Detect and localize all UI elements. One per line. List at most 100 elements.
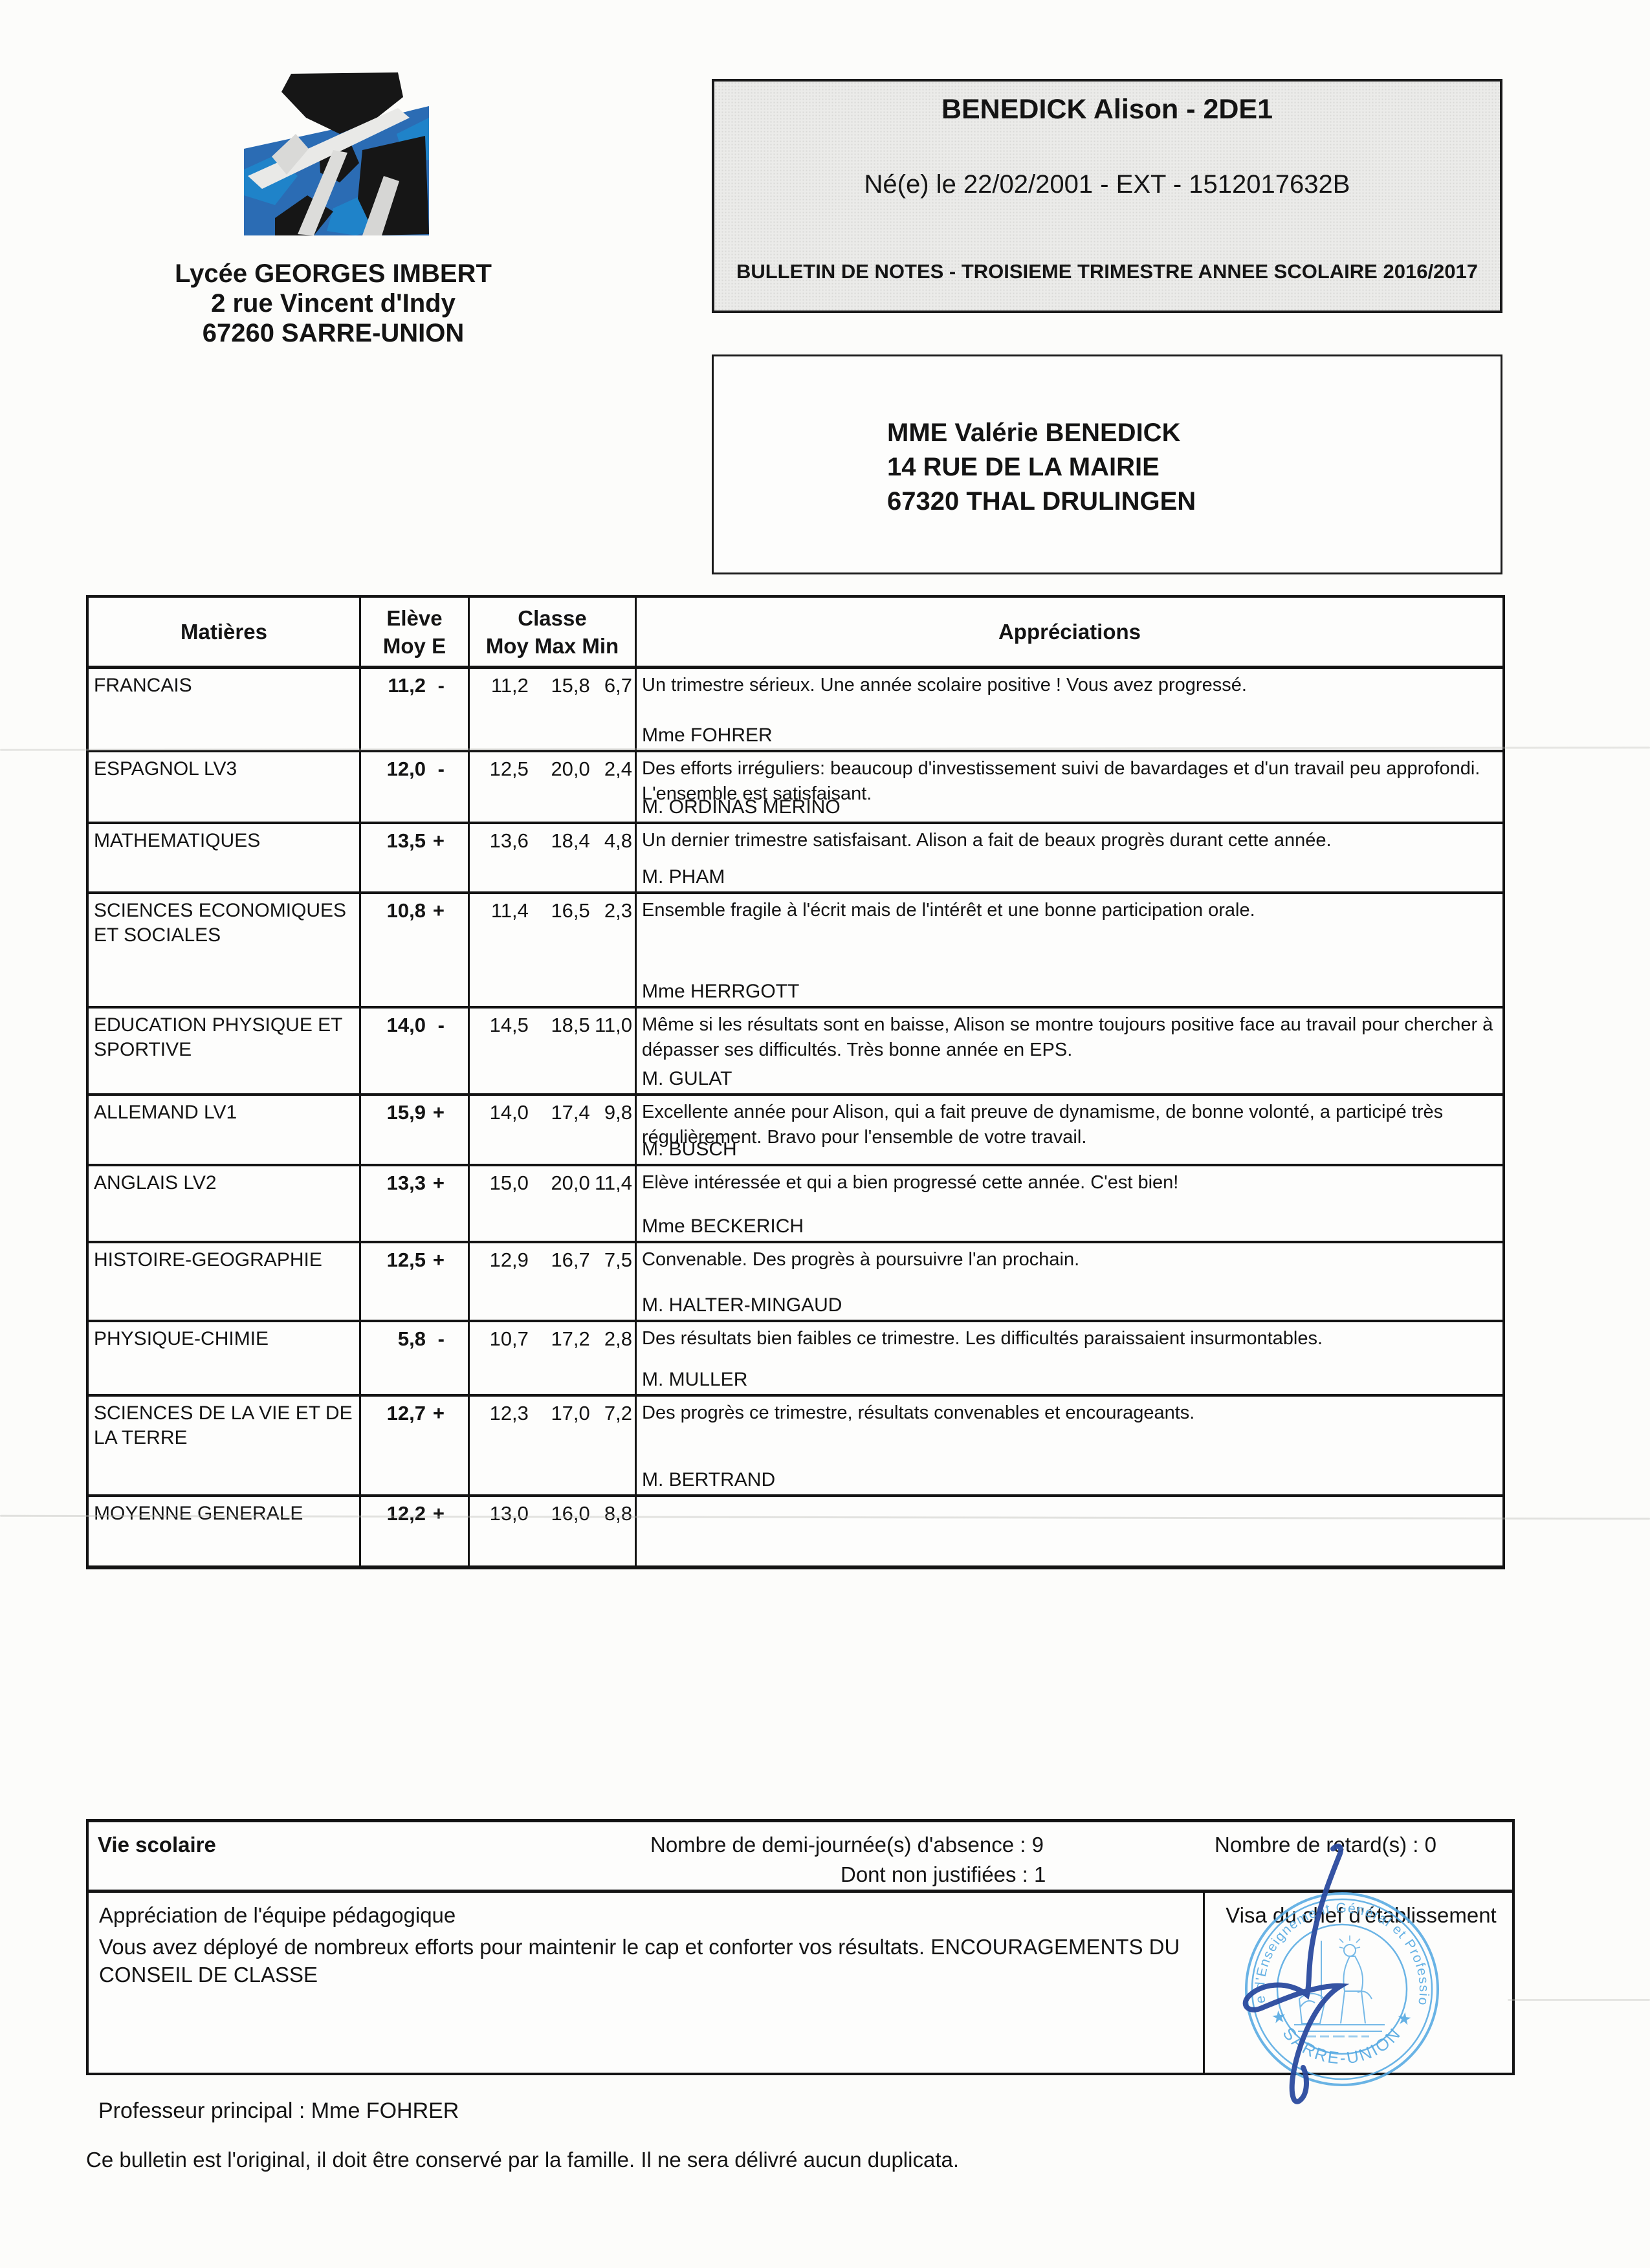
- subject-row: FRANCAIS 11,2 - 11,2 15,8 6,7 Un trimest…: [89, 669, 1502, 750]
- teacher-name: M. GULAT: [642, 1068, 732, 1089]
- subject-row: MATHEMATIQUES 13,5 + 13,6 18,4 4,8 Un de…: [89, 822, 1502, 891]
- delays-count: Nombre de retard(s) : 0: [1215, 1833, 1436, 1857]
- appreciation-cell: Des résultats bien faibles ce trimestre.…: [637, 1322, 1502, 1394]
- student-average-value: 12,0: [386, 758, 426, 780]
- trend-sign: +: [432, 829, 445, 852]
- student-average-value: 12,5: [386, 1248, 426, 1271]
- subject-name: EDUCATION PHYSIQUE ET SPORTIVE: [89, 1009, 361, 1093]
- header-class-l2: Moy Max Min: [485, 633, 619, 658]
- header-subjects-label: Matières: [181, 620, 267, 644]
- student-average-cell: 10,8 +: [361, 894, 470, 1006]
- subject-name: SCIENCES DE LA VIE ET DE LA TERRE: [89, 1397, 361, 1494]
- appreciation-text: Un trimestre sérieux. Une année scolaire…: [642, 675, 1247, 695]
- header-student-l2: Moy E: [382, 633, 446, 658]
- header-class-l1: Classe: [518, 605, 587, 630]
- class-average: 10,7: [489, 1327, 529, 1350]
- student-average-cell: 13,3 +: [361, 1166, 470, 1241]
- recipient-address-box: MME Valérie BENEDICK 14 RUE DE LA MAIRIE…: [712, 354, 1502, 574]
- header-appreciations-label: Appréciations: [998, 620, 1141, 644]
- visa-label: Visa du chef d'établissement: [1226, 1903, 1497, 1927]
- class-average: 13,6: [489, 829, 529, 852]
- school-logo: [236, 72, 430, 252]
- trend-sign: -: [437, 1327, 445, 1350]
- class-min: 6,7: [604, 674, 632, 697]
- class-min: 9,8: [604, 1101, 632, 1124]
- class-min: 8,8: [604, 1502, 632, 1525]
- subject-row: ANGLAIS LV2 13,3 + 15,0 20,0 11,4 Elève …: [89, 1164, 1502, 1241]
- student-name-class: BENEDICK Alison - 2DE1: [941, 94, 1273, 125]
- class-min: 2,4: [604, 758, 632, 780]
- recipient-city: 67320 THAL DRULINGEN: [887, 487, 1196, 516]
- vie-scolaire-title: Vie scolaire: [98, 1833, 216, 1857]
- trend-sign: +: [432, 1248, 445, 1271]
- school-address-block: Lycée GEORGES IMBERT 2 rue Vincent d'Ind…: [107, 259, 560, 348]
- appreciation-text: Elève intéressée et qui a bien progressé…: [642, 1172, 1179, 1193]
- student-average-value: 12,7: [386, 1402, 426, 1424]
- student-average-cell: 12,0 -: [361, 752, 470, 822]
- principal-signature: [1242, 1843, 1350, 2104]
- class-average: 14,0: [489, 1101, 529, 1124]
- appreciation-text: Convenable. Des progrès à poursuivre l'a…: [642, 1249, 1080, 1270]
- class-average: 11,2: [490, 674, 529, 697]
- class-min: 4,8: [604, 829, 632, 852]
- bulletin-title: BULLETIN DE NOTES - TROISIEME TRIMESTRE …: [736, 260, 1479, 283]
- subject-name: MOYENNE GENERALE: [89, 1497, 361, 1565]
- class-stats-cell: 13,0 16,0 8,8: [470, 1497, 637, 1565]
- class-stats-cell: 11,4 16,5 2,3: [470, 894, 637, 1006]
- student-average-value: 11,2: [388, 674, 426, 697]
- class-average: 11,4: [490, 899, 529, 922]
- subject-row: SCIENCES DE LA VIE ET DE LA TERRE 12,7 +…: [89, 1394, 1502, 1494]
- appreciation-text: [637, 1497, 1502, 1501]
- class-max: 17,4: [551, 1101, 590, 1124]
- subject-name: FRANCAIS: [89, 669, 361, 750]
- appreciation-text: Un dernier trimestre satisfaisant. Aliso…: [642, 830, 1332, 851]
- subject-row: ALLEMAND LV1 15,9 + 14,0 17,4 9,8 Excell…: [89, 1093, 1502, 1164]
- class-max: 17,2: [551, 1327, 590, 1350]
- establishment-stamp: Lycée d'Enseignement Général et Professi…: [1223, 1837, 1439, 2104]
- class-min: 2,8: [604, 1327, 632, 1350]
- header-appreciations: Appréciations: [637, 598, 1502, 666]
- grades-table-rows: FRANCAIS 11,2 - 11,2 15,8 6,7 Un trimest…: [89, 669, 1502, 1565]
- subject-row: ESPAGNOL LV3 12,0 - 12,5 20,0 2,4 Des ef…: [89, 750, 1502, 822]
- header-class-stats: Classe Moy Max Min: [470, 598, 637, 666]
- teacher-name: M. PHAM: [642, 866, 725, 888]
- subject-name: ANGLAIS LV2: [89, 1166, 361, 1241]
- school-name: Lycée GEORGES IMBERT: [175, 259, 492, 288]
- appreciation-cell: Ensemble fragile à l'écrit mais de l'int…: [637, 894, 1502, 1006]
- subject-row: HISTOIRE-GEOGRAPHIE 12,5 + 12,9 16,7 7,5…: [89, 1241, 1502, 1320]
- subject-name: PHYSIQUE-CHIMIE: [89, 1322, 361, 1394]
- student-average-cell: 12,7 +: [361, 1397, 470, 1494]
- teacher-name: Mme HERRGOTT: [642, 981, 800, 1002]
- class-stats-cell: 12,5 20,0 2,4: [470, 752, 637, 822]
- student-average-value: 15,9: [386, 1101, 426, 1124]
- subject-row: SCIENCES ECONOMIQUES ET SOCIALES 10,8 + …: [89, 891, 1502, 1006]
- appreciation-cell: Excellente année pour Alison, qui a fait…: [637, 1096, 1502, 1164]
- trend-sign: +: [432, 1101, 445, 1124]
- class-average: 12,9: [489, 1248, 529, 1271]
- subject-name: SCIENCES ECONOMIQUES ET SOCIALES: [89, 894, 361, 1006]
- class-min: 11,0: [594, 1014, 632, 1036]
- trend-sign: +: [432, 1502, 445, 1525]
- principal-teacher-line: Professeur principal : Mme FOHRER: [98, 2099, 459, 2123]
- class-average: 15,0: [489, 1172, 529, 1194]
- student-average-value: 10,8: [386, 899, 426, 922]
- class-min: 7,2: [604, 1402, 632, 1424]
- appreciation-text: Des progrès ce trimestre, résultats conv…: [642, 1402, 1195, 1423]
- subject-name: ESPAGNOL LV3: [89, 752, 361, 822]
- student-average-cell: 14,0 -: [361, 1009, 470, 1093]
- student-average-value: 13,3: [386, 1172, 426, 1194]
- class-stats-cell: 13,6 18,4 4,8: [470, 824, 637, 891]
- trend-sign: +: [432, 899, 445, 922]
- scan-artifact: [1508, 1999, 1650, 2001]
- student-average-value: 13,5: [386, 829, 426, 852]
- class-stats-cell: 14,5 18,5 11,0: [470, 1009, 637, 1093]
- class-stats-cell: 14,0 17,4 9,8: [470, 1096, 637, 1164]
- student-average-cell: 12,5 +: [361, 1243, 470, 1320]
- header-student-average: Elève Moy E: [361, 598, 470, 666]
- appreciation-cell: Même si les résultats sont en baisse, Al…: [637, 1009, 1502, 1093]
- subject-name: HISTOIRE-GEOGRAPHIE: [89, 1243, 361, 1320]
- appreciation-cell: [637, 1497, 1502, 1565]
- school-street: 2 rue Vincent d'Indy: [211, 289, 456, 318]
- visa-cell: Visa du chef d'établissement: [1203, 1893, 1517, 2073]
- header-student-l1: Elève: [386, 605, 443, 630]
